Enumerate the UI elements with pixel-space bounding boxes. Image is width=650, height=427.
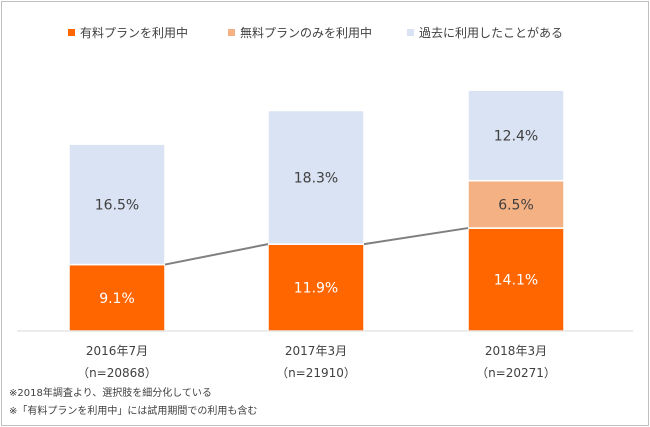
legend-swatch-2 bbox=[407, 29, 414, 36]
data-label-1-2: 18.3% bbox=[294, 170, 338, 186]
bar-2-0 bbox=[467, 227, 565, 332]
legend-label-2: 過去に利用したことがある bbox=[419, 25, 563, 40]
data-label-1-0: 11.9% bbox=[294, 281, 338, 297]
legend-label-0: 有料プランを利用中 bbox=[80, 25, 188, 40]
bar-2-2 bbox=[467, 89, 565, 182]
bars: 9.1% 16.5% 11.9% 18.3% 14.1% 6.5% 12.4% bbox=[68, 89, 565, 332]
data-label-2-1: 6.5% bbox=[498, 197, 534, 213]
trend-lines bbox=[164, 227, 469, 266]
legend: 有料プランを利用中 無料プランのみを利用中 過去に利用したことがある bbox=[68, 25, 563, 40]
bar-0-2 bbox=[68, 143, 166, 266]
legend-label-1: 無料プランのみを利用中 bbox=[240, 25, 372, 40]
sample-size-1: （n=21910） bbox=[276, 366, 356, 380]
bar-2-1 bbox=[467, 179, 565, 229]
trend-line-0 bbox=[164, 243, 269, 266]
category-labels: 2016年7月 （n=20868） 2017年3月 （n=21910） 2018年3月 （… bbox=[77, 344, 556, 380]
category-label-0: 2016年7月 bbox=[86, 344, 148, 358]
category-label-2: 2018年3月 bbox=[485, 344, 547, 358]
bar-0-0 bbox=[68, 263, 166, 332]
trend-line-1 bbox=[363, 227, 469, 246]
data-label-0-0: 9.1% bbox=[99, 291, 135, 307]
legend-swatch-0 bbox=[68, 29, 75, 36]
bar-1-0 bbox=[267, 243, 365, 332]
note-1: ※2018年調査より、選択肢を細分化している bbox=[9, 386, 212, 399]
legend-swatch-1 bbox=[228, 29, 235, 36]
data-label-0-2: 16.5% bbox=[95, 197, 139, 213]
category-label-1: 2017年3月 bbox=[285, 344, 347, 358]
note-2: ※「有料プランを利用中」には試用期間での利用も含む bbox=[9, 404, 257, 417]
sample-size-0: （n=20868） bbox=[77, 366, 157, 380]
sample-size-2: （n=20271） bbox=[476, 366, 556, 380]
data-label-2-2: 12.4% bbox=[494, 128, 538, 144]
data-label-2-0: 14.1% bbox=[494, 273, 538, 289]
bar-1-2 bbox=[267, 109, 365, 245]
